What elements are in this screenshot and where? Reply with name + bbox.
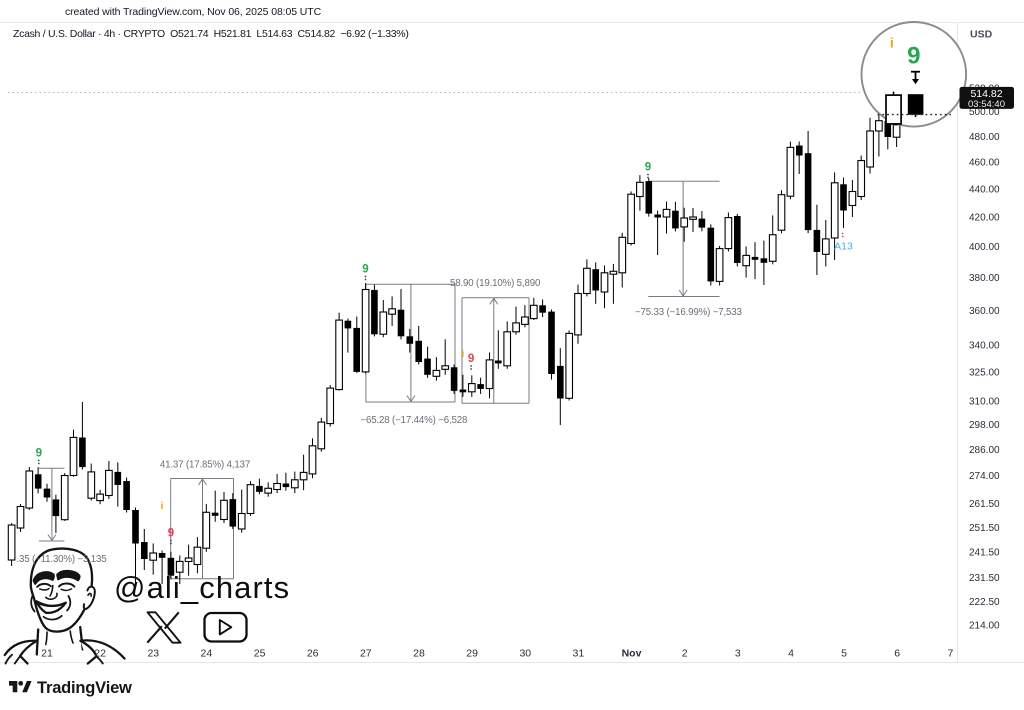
svg-text:241.50: 241.50 [969, 547, 1000, 558]
svg-text:325.00: 325.00 [969, 368, 1000, 379]
svg-text:58.90 (19.10%) 5,890: 58.90 (19.10%) 5,890 [450, 278, 541, 289]
svg-text:2: 2 [682, 647, 688, 659]
svg-text:360.00: 360.00 [969, 306, 1000, 317]
svg-text:340.00: 340.00 [969, 340, 1000, 351]
svg-text:9: 9 [468, 353, 474, 365]
svg-text:310.00: 310.00 [969, 396, 1000, 407]
svg-text:251.50: 251.50 [969, 523, 1000, 534]
svg-text:400.00: 400.00 [969, 242, 1000, 253]
svg-text:−65.28 (−17.44%) −6,528: −65.28 (−17.44%) −6,528 [361, 415, 468, 426]
svg-text:514.82: 514.82 [970, 88, 1002, 100]
svg-text:27: 27 [360, 647, 372, 659]
svg-text:@ali_charts: @ali_charts [114, 570, 290, 605]
svg-text:4: 4 [788, 647, 794, 659]
svg-text:5: 5 [841, 647, 847, 659]
svg-text:231.50: 231.50 [969, 573, 1000, 584]
svg-text:25: 25 [254, 647, 266, 659]
svg-text:500.00: 500.00 [969, 107, 1000, 118]
svg-text:i: i [461, 348, 464, 360]
svg-text:.35 (−11.30%) −3,135: .35 (−11.30%) −3,135 [17, 554, 107, 565]
svg-text:460.00: 460.00 [969, 158, 1000, 169]
svg-text:222.50: 222.50 [969, 597, 1000, 608]
svg-text:24: 24 [201, 647, 213, 659]
svg-text:298.00: 298.00 [969, 420, 1000, 431]
svg-text:30: 30 [519, 647, 531, 659]
svg-text:286.00: 286.00 [969, 445, 1000, 456]
svg-text:03:54:40: 03:54:40 [968, 99, 1005, 110]
svg-text:214.00: 214.00 [969, 621, 1000, 632]
svg-text:480.00: 480.00 [969, 132, 1000, 143]
svg-text:26: 26 [307, 647, 319, 659]
svg-text:9: 9 [36, 448, 42, 460]
svg-text:9: 9 [645, 161, 651, 173]
svg-text:380.00: 380.00 [969, 273, 1000, 284]
svg-text:3: 3 [735, 647, 741, 659]
svg-text:−75.33 (−16.99%) −7,533: −75.33 (−16.99%) −7,533 [635, 307, 742, 318]
svg-text:274.00: 274.00 [969, 471, 1000, 482]
svg-text:7: 7 [947, 647, 953, 659]
svg-text:21: 21 [41, 647, 53, 659]
svg-text:TradingView: TradingView [37, 679, 132, 697]
svg-text:261.50: 261.50 [969, 499, 1000, 510]
svg-text:29: 29 [466, 647, 478, 659]
svg-text:9: 9 [362, 263, 368, 275]
svg-text:Zcash / U.S. Dollar · 4h · CRY: Zcash / U.S. Dollar · 4h · CRYPTO O521.7… [13, 28, 409, 40]
svg-text:i: i [890, 35, 894, 51]
svg-text:440.00: 440.00 [969, 184, 1000, 195]
svg-text:9: 9 [168, 528, 174, 540]
svg-text:6: 6 [894, 647, 900, 659]
svg-text:420.00: 420.00 [969, 213, 1000, 224]
svg-text:9: 9 [907, 43, 920, 70]
svg-text:A13: A13 [834, 241, 853, 253]
svg-text:31: 31 [573, 647, 585, 659]
svg-text:41.37 (17.85%) 4,137: 41.37 (17.85%) 4,137 [160, 459, 250, 470]
svg-text:USD: USD [970, 28, 993, 40]
svg-text:i: i [161, 500, 164, 512]
svg-text:28: 28 [413, 647, 425, 659]
svg-text:22: 22 [94, 647, 106, 659]
svg-text:created with TradingView.com,: created with TradingView.com, Nov 06, 20… [65, 6, 322, 18]
svg-text:Nov: Nov [622, 647, 642, 659]
svg-text:23: 23 [147, 647, 159, 659]
